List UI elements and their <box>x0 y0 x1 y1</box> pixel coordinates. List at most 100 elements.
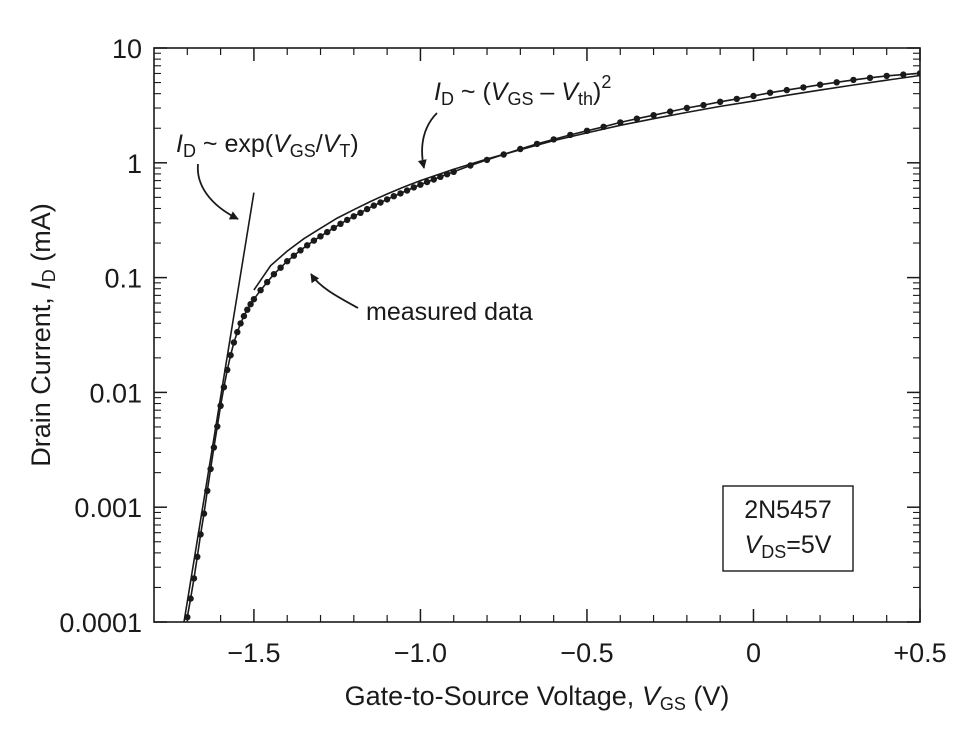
measured-data-point <box>550 136 557 143</box>
x-tick-label: −1.5 <box>227 638 280 668</box>
axis-tick-labels: −1.5 −1.0 −0.5 0 +0.5 0.0001 0.001 0.01 0.1 1 10 <box>59 34 946 668</box>
square-law-annotation-arrow <box>417 112 438 169</box>
measured-data-point <box>467 162 474 169</box>
measured-data-point <box>916 70 920 77</box>
measured-data-point <box>250 296 258 303</box>
measured-data-point <box>377 199 384 206</box>
measured-data-point <box>187 595 194 602</box>
measured-data-point <box>277 264 284 271</box>
measured-data-point <box>337 220 344 227</box>
exp-annotation: ID ~ exp(VGS/VT) <box>176 130 359 161</box>
measured-data-point <box>330 224 337 232</box>
measured-data-point <box>700 101 707 109</box>
measured-data-point <box>344 216 351 224</box>
measured-data-point <box>220 384 228 391</box>
measured-data-point <box>583 127 591 134</box>
measured-data-point <box>357 209 364 216</box>
measured-data-point <box>766 89 774 96</box>
measured-data-point <box>297 247 304 254</box>
measured-data-point <box>284 258 291 265</box>
measured-data-point <box>257 287 264 294</box>
measured-data-point <box>324 228 331 236</box>
y-tick-label: 10 <box>112 34 142 64</box>
measured-data-point <box>270 271 278 278</box>
measured-data-point <box>227 352 234 359</box>
measured-data-point <box>363 205 371 213</box>
measured-data-point <box>244 306 251 313</box>
device-bias-condition: VDS=5V <box>745 531 832 562</box>
measured-data-point <box>500 151 507 158</box>
x-tick-label: +0.5 <box>893 638 946 668</box>
measured-data-point <box>443 171 451 178</box>
measured-data-point <box>383 196 391 203</box>
axis-ticks <box>154 47 921 623</box>
measured-data-point <box>397 190 404 197</box>
measured-data-point <box>410 184 417 191</box>
measured-data-point <box>217 402 224 409</box>
measured-data-point <box>224 366 231 374</box>
measured-data-point <box>210 444 218 451</box>
square-law-annotation: ID ~ (VGS – Vth)2 <box>434 72 611 109</box>
measured-data-point <box>850 76 857 84</box>
measured-data-points <box>184 70 920 621</box>
measured-data-point <box>370 202 377 209</box>
measured-data-point <box>423 178 431 186</box>
plot-frame <box>153 47 921 623</box>
measured-data-point <box>290 252 298 259</box>
measured-data-point <box>184 614 191 621</box>
measured-data-point <box>600 123 607 130</box>
measured-data-point <box>230 339 238 346</box>
y-tick-label: 1 <box>127 149 142 179</box>
measured-data-point <box>417 181 424 188</box>
y-axis-title: Drain Current, ID (mA) <box>26 203 59 467</box>
measured-data-annotation-arrow <box>310 273 359 309</box>
measured-data-point <box>866 74 874 82</box>
y-tick-label: 0.01 <box>89 378 142 408</box>
measured-data-point <box>900 71 907 78</box>
measured-data-point <box>650 112 657 119</box>
x-tick-label: −0.5 <box>560 638 613 668</box>
measured-data-point <box>207 465 214 473</box>
measured-data-point <box>310 237 318 244</box>
measured-data-point <box>237 320 244 327</box>
measured-data-point <box>533 140 541 148</box>
measured-data-point <box>750 92 757 100</box>
exp-annotation-arrow <box>197 163 239 220</box>
measured-data-point <box>194 553 201 560</box>
measured-data-annotation: measured data <box>366 298 533 326</box>
measured-data-point <box>667 108 674 115</box>
y-tick-label: 0.001 <box>74 493 142 523</box>
measured-data-point <box>833 79 840 86</box>
measured-data-point <box>633 115 641 122</box>
y-tick-label: 0.0001 <box>59 608 142 638</box>
measured-data-point <box>247 301 254 308</box>
measured-data-point <box>190 575 198 582</box>
measured-data-point <box>403 187 411 194</box>
device-part-number: 2N5457 <box>744 496 832 524</box>
measured-data-point <box>304 242 311 249</box>
measured-data-point <box>240 312 248 320</box>
measured-data-point <box>437 173 444 180</box>
x-tick-label: 0 <box>746 638 761 668</box>
measured-data-point <box>350 213 357 220</box>
x-axis-title: Gate-to-Source Voltage, VGS (V) <box>345 681 730 714</box>
measured-data-point <box>483 156 491 164</box>
measured-data-point <box>617 119 624 126</box>
measured-data-point <box>200 510 208 517</box>
measured-data-point <box>197 531 204 538</box>
measured-data-point <box>204 487 211 494</box>
measured-data-point <box>783 86 790 94</box>
measured-data-point <box>264 278 271 286</box>
measured-data-point <box>800 84 807 91</box>
measured-data-point <box>567 131 574 139</box>
measured-data-point <box>883 72 890 80</box>
measured-data-point <box>816 81 824 88</box>
measured-data-point <box>733 95 740 103</box>
measured-data-point <box>234 328 241 336</box>
measured-data-point <box>717 98 724 106</box>
x-tick-label: −1.0 <box>394 638 447 668</box>
measured-data-point <box>450 168 457 175</box>
measured-data-point <box>683 104 691 112</box>
measured-data-point <box>430 176 437 183</box>
